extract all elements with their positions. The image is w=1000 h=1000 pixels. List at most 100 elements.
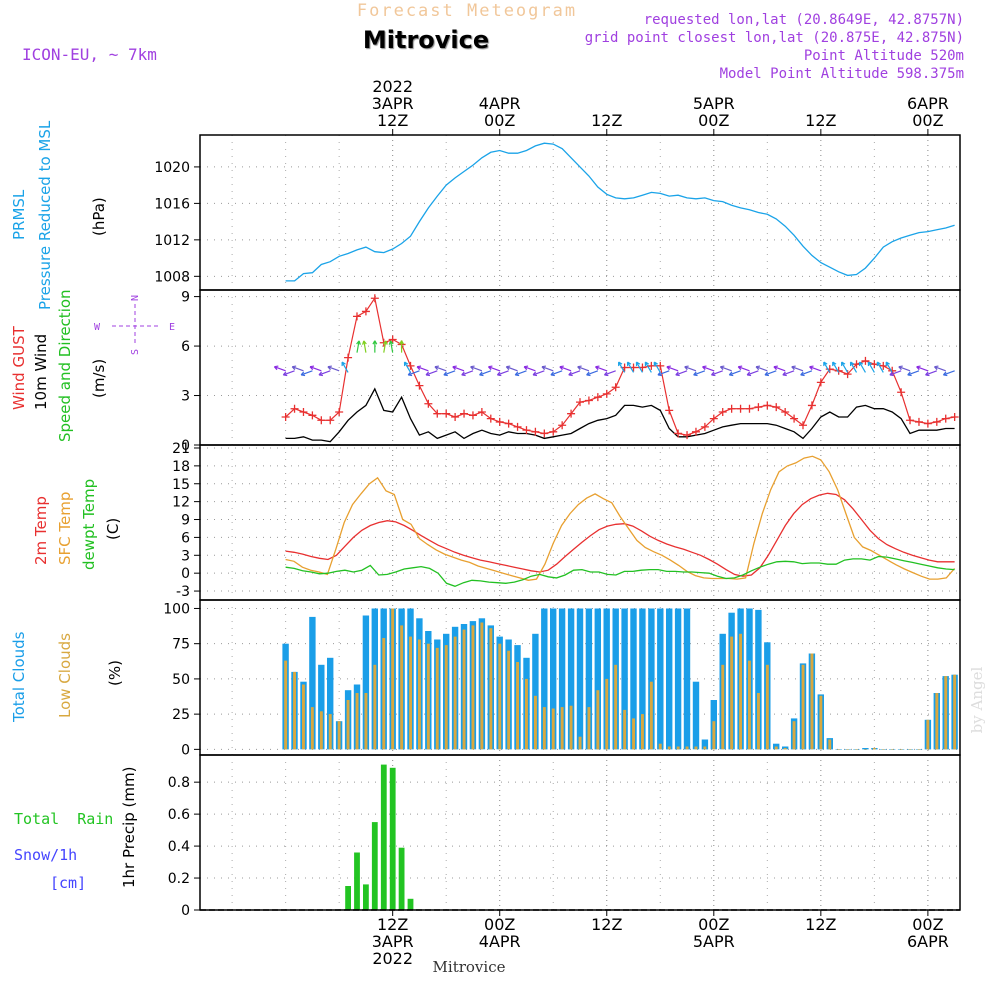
gust-point (415, 381, 424, 390)
panel-wind: 0 3 6 9 (181, 289, 961, 454)
wind-direction-arrow (327, 365, 340, 372)
wind-direction-arrow (907, 370, 920, 377)
bottom-axis-label: 00Z (912, 915, 943, 934)
compass-n: N (130, 295, 141, 301)
y-tick-label: 1020 (154, 160, 190, 176)
low-cloud-bar (721, 664, 725, 750)
wind-direction-arrow (361, 340, 367, 353)
pressure-unit: (hPa) (90, 197, 108, 236)
low-cloud-bar (783, 748, 787, 750)
wind-direction-arrow (635, 361, 643, 373)
gust-point (950, 412, 959, 421)
compass-s: S (130, 349, 141, 355)
low-cloud-bar (551, 708, 555, 750)
gust-point (522, 426, 531, 435)
gust-point (772, 403, 781, 412)
low-cloud-bar (632, 718, 635, 750)
cloud-labels: Total Clouds Low Clouds (%) (10, 631, 124, 723)
wind-direction-arrow (399, 340, 405, 353)
total-cloud-bar (862, 748, 869, 750)
footer-location: Mitrovice (433, 958, 506, 976)
wind-direction-arrow (403, 361, 412, 373)
bottom-axis-label: 12Z (591, 915, 622, 934)
gust-point (683, 431, 692, 440)
low-cloud-bar (935, 693, 939, 750)
wind-direction-arrow (626, 361, 635, 373)
y-tick-label: 0 (181, 903, 190, 919)
gust-point (754, 403, 763, 412)
low-cloud-bar (757, 693, 760, 750)
wind-direction-arrow (282, 370, 295, 377)
total-cloud-bar (309, 616, 316, 750)
low-cloud-bar (337, 721, 341, 750)
wind-direction-arrow (273, 365, 286, 372)
wind-direction-arrow (388, 340, 394, 353)
wind-direction-arrow (746, 370, 759, 377)
low-cloud-bar (658, 743, 662, 750)
low-cloud-bar (328, 714, 332, 750)
panel-frame (199, 134, 961, 291)
wind-direction-arrow (452, 365, 465, 372)
gust-point (317, 416, 326, 425)
low-cloud-bar (426, 643, 430, 750)
wind-direction-arrow (309, 365, 322, 372)
top-axis-label: 5APR (693, 94, 735, 113)
low-cloud-bar (819, 695, 823, 750)
y-tick-label: 3 (181, 548, 190, 564)
wind-direction-arrow (541, 365, 554, 372)
low-cloud-bar (435, 647, 439, 750)
rain-bar (398, 847, 405, 910)
low-cloud-bar (908, 749, 912, 750)
gust-point (281, 412, 290, 421)
y-tick-label: 0.6 (168, 807, 190, 823)
top-axis-label: 12Z (377, 111, 408, 130)
wind-direction-arrow (942, 370, 955, 377)
temp-sfc-label: SFC Temp (56, 492, 74, 565)
total-cloud-bar (755, 609, 762, 750)
gust-point (745, 404, 754, 413)
total-cloud-bar (657, 608, 664, 750)
wind-direction-arrow (318, 370, 331, 377)
gust-point (763, 401, 772, 410)
rain-bar (407, 898, 414, 910)
wind-direction-arrow (710, 370, 723, 377)
gust-point (709, 414, 718, 423)
panel-clouds: 0 25 50 75 100 (163, 599, 961, 758)
low-cloud-bar (801, 664, 805, 750)
top-axis-label: 12Z (805, 111, 836, 130)
low-cloud-bar (676, 746, 680, 750)
total-cloud-bar (558, 608, 566, 750)
bottom-axis-label: 00Z (484, 915, 515, 934)
wind-direction-arrow (800, 370, 813, 377)
top-axis-label: 00Z (698, 111, 729, 130)
y-tick-label: 0.2 (168, 871, 190, 887)
bottom-axis-label: 3APR (372, 932, 414, 951)
y-tick-label: 9 (181, 290, 190, 306)
gust-point (656, 361, 665, 370)
plot-panels: 10081012101610200369-3036912151821025507… (154, 134, 961, 919)
top-axis-label: 2022 (372, 77, 413, 96)
low-cloud-bar (667, 746, 671, 750)
wind-direction-arrow (550, 370, 563, 377)
wind-direction-arrow (300, 370, 313, 377)
low-cloud-bar (730, 636, 734, 750)
y-tick-label: 1012 (154, 233, 190, 249)
low-cloud-bar (703, 746, 707, 750)
precip-unit: 1hr Precip (mm) (120, 767, 138, 888)
snow-cm-label: [cm] (50, 874, 86, 892)
gust-point (807, 401, 816, 410)
gust-point (576, 398, 584, 407)
y-tick-label: 25 (172, 707, 190, 723)
low-cloud-bar (310, 707, 314, 750)
total-cloud-bar (318, 664, 325, 750)
y-tick-label: 0 (181, 438, 190, 454)
low-cloud-bar (641, 714, 644, 750)
wind-direction-arrow (782, 370, 795, 377)
gust-point (593, 393, 602, 402)
wind-direction-arrow (382, 340, 388, 353)
gust-point (326, 416, 335, 425)
panel-pressure: 1008 1012 1016 1020 (154, 134, 961, 291)
panel-frame (199, 754, 961, 911)
